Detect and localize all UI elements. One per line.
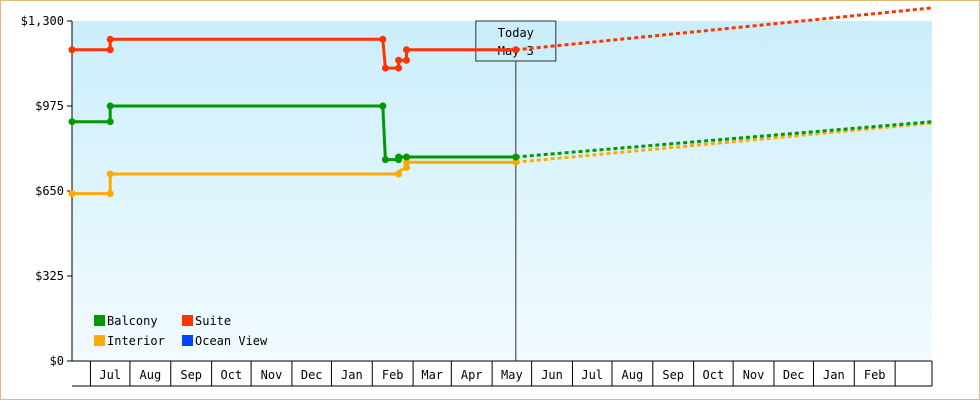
suite-point [403,56,411,64]
month-label: Jul [99,368,121,382]
legend-swatch [182,315,193,326]
legend-label: Ocean View [195,334,268,348]
suite-point [106,35,114,43]
today-label: Today [498,26,534,40]
month-label: Aug [140,368,162,382]
interior-point [106,190,114,198]
month-label: Nov [743,368,765,382]
month-label: Dec [301,368,323,382]
suite-history-line [72,37,516,70]
interior-point [512,158,520,166]
month-label: Nov [261,368,283,382]
interior-point [403,158,411,166]
month-label: Sep [180,368,202,382]
month-label: Oct [703,368,725,382]
month-label: Jun [541,368,563,382]
month-label: Apr [461,368,483,382]
month-label: Mar [421,368,443,382]
suite-point [395,56,403,64]
y-tick-label: $1,300 [21,14,64,28]
legend: Balcony Suite Interior Ocean View [94,314,268,348]
balcony-point [106,118,114,126]
month-label: Feb [864,368,886,382]
balcony-point [395,153,403,161]
y-tick-label: $325 [35,269,64,283]
balcony-point [106,102,114,110]
interior-point [68,190,76,198]
suite-point [512,46,520,54]
balcony-point [381,156,389,164]
x-axis: Jul Aug Sep Oct Nov Dec Jan Feb Mar Apr May Jun Jul A… [72,360,933,387]
interior-point [106,170,114,178]
month-label: Jul [581,368,603,382]
legend-label: Interior [107,334,165,348]
plot-background [72,21,932,361]
y-tick-label: $650 [35,184,64,198]
month-label: Aug [622,368,644,382]
balcony-point [68,118,76,126]
interior-point [403,163,411,171]
suite-point [106,46,114,54]
suite-point [68,46,76,54]
series-layer [68,6,933,198]
month-label: Dec [783,368,805,382]
suite-point [379,35,387,43]
month-label: May [501,368,523,382]
legend-swatch [182,335,193,346]
legend-swatch [94,315,105,326]
y-axis: $0 $325 $650 $975 $1,300 [21,14,73,368]
month-label: Feb [382,368,404,382]
y-tick-label: $975 [35,99,64,113]
month-label: Oct [221,368,243,382]
balcony-point [512,153,520,161]
suite-point [381,64,389,72]
today-box [475,20,557,62]
balcony-point [379,102,387,110]
suite-point [403,46,411,54]
legend-label: Balcony [107,314,158,328]
suite-point [395,64,403,72]
y-tick-label: $0 [50,354,64,368]
month-label: Jan [823,368,845,382]
balcony-point [403,153,411,161]
month-label: Jan [341,368,363,382]
legend-label: Suite [195,314,231,328]
month-label: Sep [662,368,684,382]
interior-point [395,170,403,178]
legend-swatch [94,335,105,346]
